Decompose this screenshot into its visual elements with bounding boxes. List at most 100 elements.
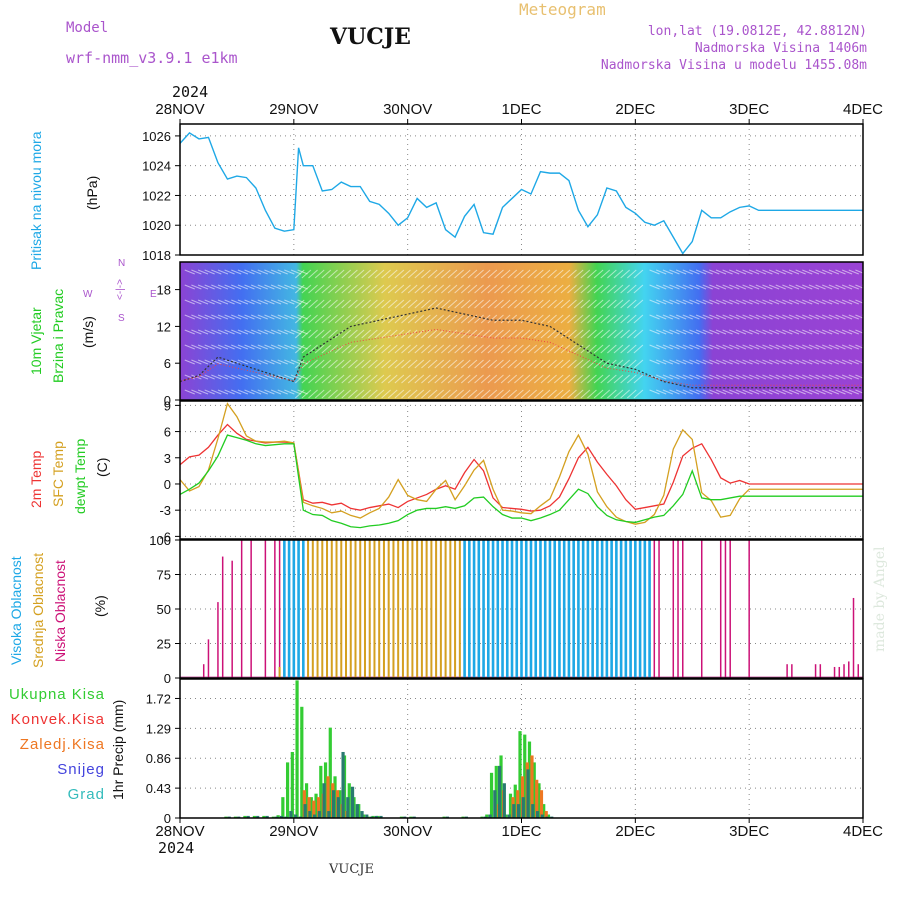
wind-barb: [224, 344, 235, 350]
wind-barb: [808, 359, 820, 365]
wind-barb: [191, 284, 202, 290]
wind-barb: [553, 344, 564, 354]
wind-barb: [257, 344, 268, 350]
wind-barb: [593, 284, 604, 294]
wind-barb: [775, 314, 786, 320]
wind-barb: [447, 299, 458, 309]
wind-barb: [788, 269, 800, 275]
wind-barb: [702, 314, 713, 320]
wind-barb: [762, 359, 773, 365]
wind-barb: [662, 359, 674, 365]
wind-barb: [620, 299, 630, 309]
precip-hail-bar: [374, 815, 378, 818]
wind-barb: [600, 374, 611, 384]
wind-barb: [613, 359, 624, 369]
wind-barb: [474, 284, 484, 294]
precip-hail-bar: [526, 769, 530, 818]
precip-hail-bar: [531, 804, 535, 818]
wind-barb: [533, 359, 544, 369]
wind-barbs: [184, 269, 873, 399]
wind-barb: [467, 374, 478, 384]
wind-barb: [434, 359, 445, 369]
wind-barb: [487, 344, 498, 354]
wind-barb: [434, 299, 445, 309]
pressure-tick-label: 1018: [142, 248, 171, 263]
x-tick-label-bottom: 30NOV: [383, 823, 432, 840]
wind-barb: [715, 389, 727, 395]
x-tick-label-bottom: 29NOV: [269, 823, 318, 840]
wind-barb: [197, 314, 209, 320]
temp-tick-label: -6: [159, 529, 171, 544]
pressure-tick-label: 1026: [142, 129, 171, 144]
wind-barb: [613, 269, 624, 279]
meteogram-title: Meteogram: [519, 0, 606, 19]
wind-barb: [735, 344, 747, 350]
wind-barb: [675, 374, 687, 380]
wind-barb: [250, 299, 262, 305]
wind-barb: [715, 344, 727, 350]
wind-barb: [244, 374, 255, 380]
wind-barb: [321, 299, 332, 309]
wind-barb: [500, 389, 511, 399]
wind-barb: [702, 389, 713, 395]
wind-barb: [573, 299, 584, 309]
wind-barb: [237, 269, 249, 275]
wind-barb: [197, 284, 209, 290]
wind-barb: [217, 269, 229, 275]
wind-barb: [231, 269, 242, 275]
wind-barb: [507, 374, 518, 384]
precip-hail-bar: [317, 811, 321, 818]
wind-barb: [394, 374, 405, 384]
wind-barb: [715, 314, 727, 320]
wind-barb: [374, 269, 385, 279]
wind-barb: [587, 344, 597, 354]
wind-barb: [290, 374, 302, 380]
wind-barb: [361, 359, 372, 369]
wind-barb: [514, 314, 524, 324]
wind-barb: [467, 269, 478, 279]
wind-barb: [669, 344, 680, 350]
wind-barb: [649, 389, 660, 395]
wind-barb: [467, 329, 478, 339]
wind-barb: [401, 374, 411, 384]
wind-barb: [421, 314, 431, 324]
wind-barb: [547, 299, 557, 309]
precip-hail-bar: [256, 815, 260, 818]
wind-barb: [815, 359, 826, 365]
wind-barb: [835, 329, 846, 335]
wind-barb: [314, 329, 325, 339]
wind-barb: [540, 359, 551, 369]
wind-barb: [460, 389, 471, 399]
wind-barb: [533, 299, 544, 309]
wind-barb: [460, 359, 471, 369]
wind-barb: [197, 269, 209, 275]
wind-barb: [441, 314, 451, 324]
wind-barb: [467, 284, 478, 294]
wind-barb: [290, 284, 302, 290]
precip-hail-bar: [246, 815, 250, 818]
wind-barb: [828, 389, 840, 395]
wind-barb: [729, 299, 740, 305]
wind-barb: [795, 314, 806, 320]
wind-barb: [480, 314, 491, 324]
wind-barb: [414, 344, 425, 354]
wind-barb: [184, 269, 195, 275]
wind-barb: [620, 389, 630, 399]
wind-barb: [348, 284, 358, 294]
wind-barb: [314, 389, 325, 399]
wind-barb: [494, 344, 504, 354]
wind-barb: [715, 359, 727, 365]
altitude-label: Nadmorska Visina 1406m: [694, 41, 867, 56]
wind-barb: [841, 314, 853, 320]
wind-barb: [748, 299, 760, 305]
wind-barb: [264, 389, 275, 395]
wind-barb: [547, 269, 557, 279]
wind-barb: [573, 269, 584, 279]
wind-barb: [587, 359, 597, 369]
station-title: VUCJE: [330, 24, 411, 50]
wind-barb: [394, 359, 405, 369]
wind-barb: [514, 344, 524, 354]
wind-barb: [454, 344, 464, 354]
wind-barb: [567, 299, 577, 309]
wind-barb: [815, 314, 826, 320]
